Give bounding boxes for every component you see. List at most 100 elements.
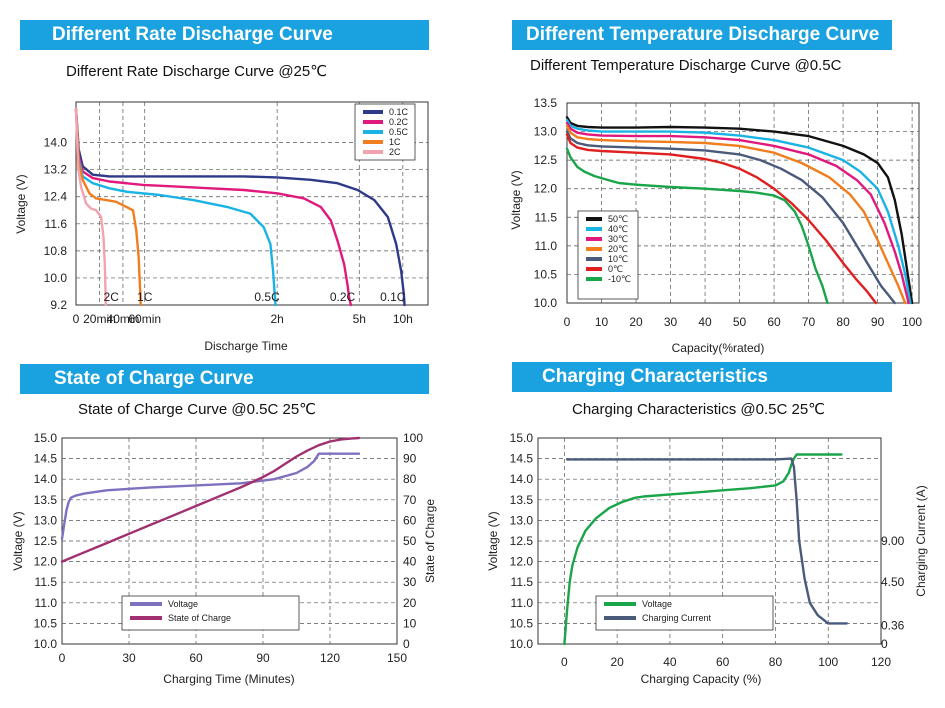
- state-of-charge-panel: State of Charge Curve State of Charge Cu…: [0, 354, 472, 708]
- y-axis-label: Voltage (V): [11, 511, 25, 570]
- charging-characteristics-panel: Charging Characteristics Charging Charac…: [472, 354, 944, 708]
- y-tick-label: 13.0: [510, 513, 534, 527]
- legend-label-1c: 1C: [389, 137, 401, 147]
- legend-label-voltage: Voltage: [642, 599, 672, 609]
- legend-label-0-1c: 0.1C: [389, 107, 409, 117]
- series-line-30c: [565, 121, 910, 305]
- legend-label-voltage: Voltage: [168, 599, 198, 609]
- x-tick-label: 90: [256, 651, 270, 665]
- legend-label-2c: 2C: [389, 147, 401, 157]
- y-tick-label: 11.5: [511, 575, 534, 589]
- y-tick-label: 10.0: [34, 637, 58, 651]
- series-line-0-5c: [74, 107, 277, 307]
- series-line-0c: [565, 133, 878, 305]
- legend-label-state-of-charge: State of Charge: [168, 613, 231, 623]
- y-tick-label: 12.0: [34, 555, 58, 569]
- y2-tick-label: 100: [403, 431, 423, 445]
- y-tick-label: 11.0: [35, 596, 58, 610]
- y-tick-label: 14.5: [34, 452, 58, 466]
- y2-tick-label: 0: [403, 637, 410, 651]
- state-of-charge-banner: State of Charge Curve: [20, 364, 429, 394]
- curve-label-2c: 2C: [104, 290, 120, 304]
- x-tick-label: 0: [564, 315, 571, 329]
- y-tick-label: 12.0: [534, 182, 558, 196]
- legend-box: [577, 210, 639, 300]
- y-tick-label: 10.8: [44, 244, 68, 258]
- x-tick-label: 10: [595, 315, 609, 329]
- x-axis-label: Charging Time (Minutes): [163, 672, 294, 686]
- y-tick-label: 12.5: [534, 153, 558, 167]
- x-tick-label: 0: [561, 655, 568, 669]
- series-line-voltage: [563, 453, 843, 646]
- x-axis-label: Discharge Time: [204, 339, 288, 353]
- series-line-40c: [565, 118, 912, 305]
- x-tick-label: 30: [122, 651, 136, 665]
- legend-label-charging-current: Charging Current: [642, 613, 712, 623]
- x-tick-label: 40: [698, 315, 712, 329]
- y-tick-label: 13.2: [44, 163, 68, 177]
- series-line-0-1c: [74, 107, 406, 307]
- x-tick-label: 60: [767, 315, 781, 329]
- y2-tick-label: 60: [403, 513, 417, 527]
- x-tick-label: 80: [769, 655, 783, 669]
- y2-tick-label: 70: [403, 493, 417, 507]
- legend-label-0-5c: 0.5C: [389, 127, 409, 137]
- x-tick-label: 100: [818, 655, 838, 669]
- x-tick-label: 60min: [128, 312, 161, 326]
- x-tick-label: 50: [733, 315, 747, 329]
- state-of-charge-title: State of Charge Curve @0.5C 25℃: [78, 401, 317, 418]
- x-tick-label: 70: [802, 315, 816, 329]
- x-axis-label: Charging Capacity (%): [641, 672, 762, 686]
- series-line-20c: [565, 124, 907, 305]
- legend-label-0c: 0℃: [608, 264, 623, 274]
- x-tick-label: 120: [320, 651, 340, 665]
- series-line-state-of-charge: [60, 436, 361, 563]
- y-tick-label: 9.2: [50, 298, 67, 312]
- x-tick-label: 100: [902, 315, 922, 329]
- y2-tick-label: 30: [403, 575, 417, 589]
- y-tick-label: 14.5: [510, 452, 534, 466]
- y-axis-label: Voltage (V): [14, 174, 28, 233]
- y-tick-label: 14.0: [34, 472, 58, 486]
- y-tick-label: 13.0: [34, 513, 58, 527]
- y-tick-label: 11.0: [511, 596, 534, 610]
- y-tick-label: 12.5: [34, 534, 58, 548]
- series-line-50c: [565, 116, 914, 305]
- rate-discharge-title: Different Rate Discharge Curve @25℃: [66, 63, 328, 80]
- charging-characteristics-chart: 10.0 10.5 11.0 11.5 12.0 12.5 13.0 13.5 14.0 14.5…: [486, 431, 928, 686]
- series-line-0-2c: [74, 107, 353, 307]
- y-tick-label: 12.0: [510, 555, 534, 569]
- state-of-charge-chart: 10.0 10.5 11.0 11.5 12.0 12.5 13.0 13.5 14.0 14.5…: [11, 431, 437, 686]
- y2-tick-label: 9.00: [881, 534, 905, 548]
- legend-label-30c: 30℃: [608, 234, 628, 244]
- y-tick-label: 14.0: [510, 472, 534, 486]
- x-tick-label: 0: [59, 651, 66, 665]
- legend-label-20c: 20℃: [608, 244, 628, 254]
- y2-tick-label: 50: [403, 534, 417, 548]
- y2-tick-label: 40: [403, 555, 417, 569]
- temperature-discharge-panel: Different Temperature Discharge Curve Di…: [472, 0, 944, 355]
- x-tick-label: 120: [871, 655, 891, 669]
- x-tick-label: 10h: [393, 312, 413, 326]
- y-tick-label: 10.5: [510, 616, 534, 630]
- legend-label-0-2c: 0.2C: [389, 117, 409, 127]
- x-tick-label: 30: [664, 315, 678, 329]
- temperature-discharge-chart: 10.0 10.5 11.0 11.5 12.0 12.5 13.0 13.5 0 10 20 30 4…: [509, 96, 922, 355]
- x-tick-label: 60: [189, 651, 203, 665]
- y2-tick-label: 0.36: [881, 618, 905, 632]
- series-line-2c: [74, 107, 108, 307]
- legend-label-40c: 40℃: [608, 224, 628, 234]
- x-tick-label: 40min: [107, 312, 140, 326]
- curve-label-0-1c: 0.1C: [380, 290, 406, 304]
- y-tick-label: 12.4: [44, 190, 68, 204]
- y-tick-label: 13.5: [34, 493, 58, 507]
- legend-box: [121, 595, 300, 631]
- y-tick-label: 11.6: [45, 217, 68, 231]
- y-tick-label: 14.0: [44, 136, 68, 150]
- y-tick-label: 13.0: [534, 125, 558, 139]
- series-line-charging-current: [565, 457, 848, 625]
- x-tick-label: 2h: [270, 312, 283, 326]
- y-tick-label: 11.5: [35, 575, 58, 589]
- y2-tick-label: 0: [881, 637, 888, 651]
- x-tick-label: 20min: [83, 312, 116, 326]
